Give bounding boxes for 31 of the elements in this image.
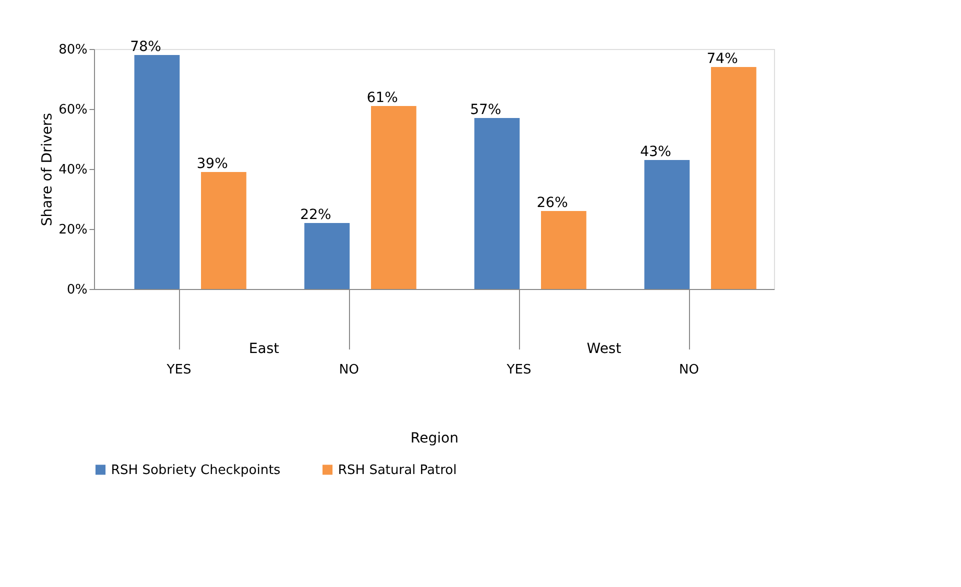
y-tick-label: 40%: [58, 162, 88, 178]
text: 57%: [470, 102, 502, 118]
text: 74%: [706, 51, 738, 67]
bar: [541, 211, 586, 289]
text: 43%: [640, 144, 672, 160]
text: West: [586, 341, 622, 357]
text: 26%: [536, 195, 568, 211]
y-tick-label: 80%: [58, 42, 88, 58]
x-tick-label: NO: [679, 362, 699, 378]
text: East: [248, 341, 280, 357]
x-tick-label: NO: [339, 362, 359, 378]
y-tick-label: 60%: [58, 102, 88, 118]
bar: [201, 172, 246, 289]
bar: [371, 106, 416, 289]
y-tick-label: 0%: [66, 282, 88, 298]
bar: [304, 223, 350, 289]
y-axis-title: Share of Drivers: [40, 112, 56, 226]
legend-label: RSH Satural Patrol: [338, 462, 457, 478]
bar: [134, 55, 180, 289]
y-tick-label: 20%: [58, 222, 88, 238]
x-tick-label: YES: [166, 362, 192, 378]
legend-label: RSH Sobriety Checkpoints: [111, 462, 281, 478]
text: 22%: [300, 207, 332, 223]
x-axis-title: Region: [410, 430, 458, 446]
bar: [644, 160, 690, 289]
text: 78%: [130, 39, 162, 55]
bar: [711, 67, 756, 289]
text: 39%: [196, 156, 228, 172]
x-tick-label: YES: [506, 362, 532, 378]
bar: [474, 118, 520, 289]
text: 61%: [366, 90, 398, 106]
